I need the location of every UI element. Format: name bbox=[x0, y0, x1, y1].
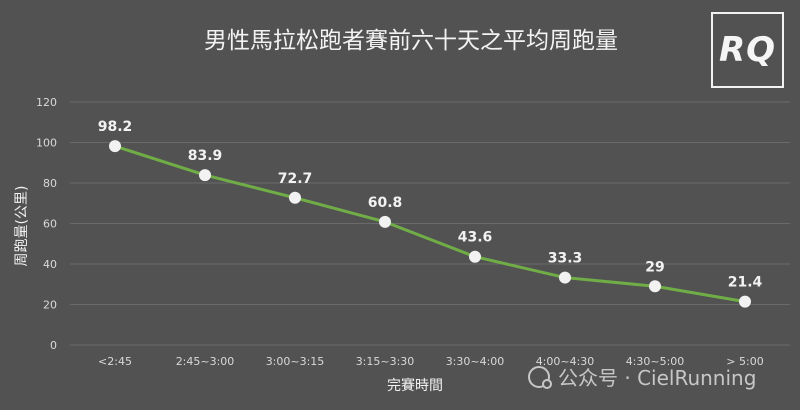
data-point bbox=[289, 191, 301, 204]
x-tick-label: 4:30~5:00 bbox=[626, 355, 685, 368]
y-tick-label: 60 bbox=[43, 218, 57, 231]
data-label: 43.6 bbox=[458, 230, 493, 246]
y-tick-label: 120 bbox=[36, 96, 57, 109]
chart-title: 男性馬拉松跑者賽前六十天之平均周跑量 bbox=[204, 28, 618, 54]
x-tick-label: 2:45~3:00 bbox=[176, 355, 235, 368]
data-point bbox=[109, 140, 121, 153]
series-line bbox=[113, 144, 747, 304]
data-point bbox=[649, 280, 661, 293]
x-axis-ticks: <2:45 2:45~3:00 3:00~3:15 3:15~3:30 3:30~4:0… bbox=[98, 355, 764, 368]
data-label: 33.3 bbox=[548, 251, 583, 267]
y-axis-label: 周跑量(公里) bbox=[14, 186, 30, 267]
data-label: 98.2 bbox=[98, 119, 133, 135]
x-tick-label: 3:15~3:30 bbox=[356, 355, 415, 368]
series-layer: 98.2 83.9 72.7 60.8 43.6 33.3 29 21.4 bbox=[98, 119, 763, 308]
data-point bbox=[199, 169, 211, 182]
y-tick-label: 0 bbox=[50, 339, 57, 352]
x-tick-label: 3:00~3:15 bbox=[266, 355, 325, 368]
x-tick-label: <2:45 bbox=[98, 355, 132, 368]
data-point bbox=[379, 215, 391, 228]
y-tick-label: 20 bbox=[43, 299, 57, 312]
x-tick-label: 4:00~4:30 bbox=[536, 355, 595, 368]
data-point bbox=[559, 271, 571, 284]
logo-text: RQ bbox=[718, 30, 777, 70]
data-label: 21.4 bbox=[728, 275, 763, 291]
watermark-text: 公众号 · CielRunning bbox=[558, 366, 757, 390]
x-axis-label: 完賽時間 bbox=[387, 377, 443, 394]
wechat-icon bbox=[528, 365, 552, 389]
data-point bbox=[469, 250, 481, 263]
y-tick-label: 100 bbox=[36, 137, 57, 150]
gridlines bbox=[70, 101, 790, 346]
rq-logo: RQ bbox=[711, 12, 784, 88]
watermark: 公众号 · CielRunning bbox=[528, 362, 756, 391]
data-label: 72.7 bbox=[278, 171, 313, 187]
x-tick-label: 3:30~4:00 bbox=[446, 355, 505, 368]
x-tick-label: > 5:00 bbox=[726, 355, 763, 368]
y-tick-label: 80 bbox=[43, 177, 57, 190]
data-label: 60.8 bbox=[368, 195, 403, 211]
y-tick-label: 40 bbox=[43, 258, 57, 271]
data-point bbox=[739, 295, 751, 308]
data-label: 29 bbox=[645, 259, 664, 275]
data-label: 83.9 bbox=[188, 148, 223, 164]
y-axis-ticks: 0 20 40 60 80 100 120 bbox=[36, 96, 57, 352]
